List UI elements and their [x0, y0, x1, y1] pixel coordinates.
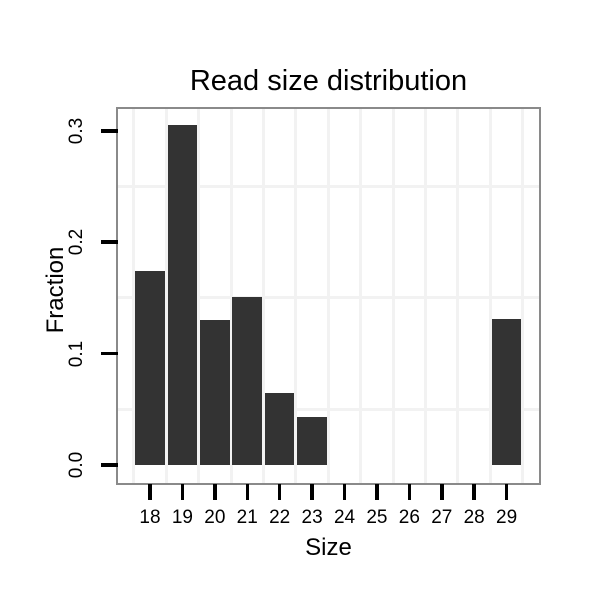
x-tick-label: 22	[269, 507, 291, 528]
y-tick-label: 0.1	[66, 340, 87, 367]
x-tick-label: 18	[139, 507, 161, 528]
bar-size-22	[264, 392, 295, 465]
gridline-horizontal-minor	[118, 185, 539, 188]
y-axis-tick	[101, 240, 118, 244]
x-axis-tick	[440, 484, 444, 500]
x-tick-label: 23	[301, 507, 323, 528]
gridline-vertical-minor	[359, 109, 363, 483]
y-axis-tick	[101, 351, 118, 356]
gridline-vertical-minor	[521, 109, 525, 483]
gridline-vertical-minor	[391, 109, 395, 483]
x-axis-tick	[342, 484, 347, 500]
x-tick-label: 21	[236, 507, 258, 528]
gridline-vertical-minor	[488, 109, 492, 483]
gridline-vertical-minor	[132, 109, 136, 483]
gridline-horizontal-minor	[118, 296, 539, 300]
x-axis-tick	[375, 484, 379, 500]
x-axis-tick	[310, 484, 314, 500]
x-axis-title: Size	[305, 534, 352, 561]
x-tick-label: 26	[398, 507, 420, 528]
x-axis-tick	[407, 484, 412, 500]
bar-size-18	[135, 271, 165, 465]
y-tick-label: 0.0	[66, 451, 87, 479]
x-axis-tick	[245, 484, 249, 500]
gridline-vertical-minor	[229, 109, 233, 483]
gridline-vertical-minor	[261, 109, 265, 483]
plot-panel-border	[116, 107, 541, 485]
x-axis-tick	[472, 484, 476, 500]
gridline-vertical-minor	[294, 109, 298, 483]
x-axis-tick	[213, 484, 217, 500]
y-axis-tick	[101, 129, 118, 133]
bar-size-20	[200, 320, 230, 465]
x-tick-label: 27	[431, 507, 453, 528]
y-axis-tick	[101, 463, 118, 467]
bar-size-19	[167, 125, 198, 465]
x-axis-tick	[504, 484, 509, 500]
x-tick-label: 28	[463, 507, 485, 528]
x-tick-label: 19	[171, 507, 193, 528]
gridline-vertical-minor	[424, 109, 428, 483]
y-tick-label: 0.2	[66, 228, 87, 256]
gridline-vertical-minor	[197, 109, 201, 483]
x-tick-label: 20	[204, 507, 226, 528]
y-tick-label: 0.3	[66, 117, 87, 145]
x-tick-label: 24	[333, 507, 356, 528]
x-axis-tick	[148, 484, 152, 500]
y-axis-title: Fraction	[42, 246, 69, 334]
gridline-vertical-minor	[326, 109, 330, 483]
bar-size-23	[297, 417, 327, 465]
x-axis-tick	[180, 484, 185, 500]
x-axis-tick	[277, 484, 282, 500]
gridline-vertical-minor	[456, 109, 460, 483]
bar-size-29	[491, 319, 522, 465]
gridline-vertical-minor	[164, 109, 168, 483]
gridline-horizontal-minor	[118, 407, 539, 411]
x-tick-label: 25	[366, 507, 388, 528]
bar-size-21	[232, 296, 263, 465]
chart-title: Read size distribution	[189, 65, 468, 97]
x-tick-label: 29	[496, 507, 518, 528]
